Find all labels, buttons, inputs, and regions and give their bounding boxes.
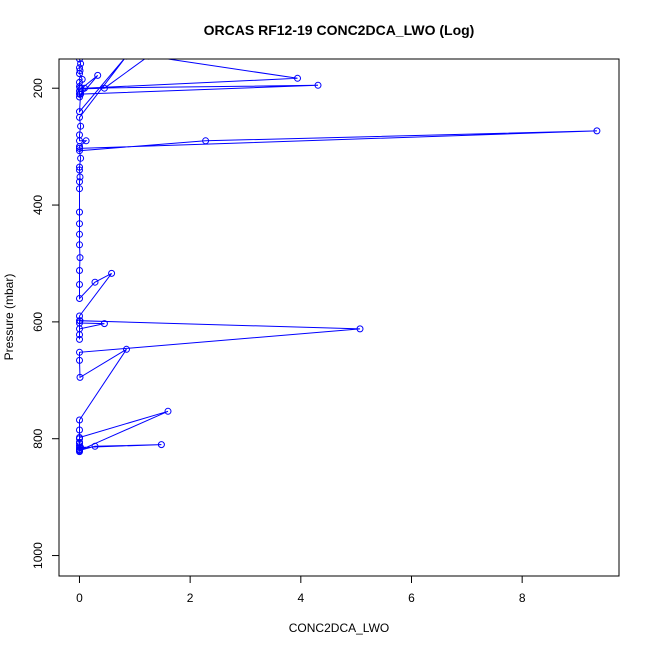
x-axis: 0 2 4 6 8: [76, 575, 526, 605]
data-point: [76, 373, 84, 381]
data-point: [314, 81, 322, 89]
y-tick-label: 800: [31, 428, 45, 448]
data-point: [76, 348, 83, 356]
data-point: [76, 144, 83, 152]
data-point: [77, 122, 85, 130]
y-tick-label: 400: [31, 195, 45, 215]
data-point: [76, 241, 83, 249]
data-point: [164, 407, 172, 415]
data-point: [294, 74, 301, 82]
x-tick-label: 6: [408, 591, 415, 605]
data-point: [76, 230, 83, 238]
data-point: [108, 269, 116, 277]
series-layer: [76, 59, 601, 456]
chart-title: ORCAS RF12-19 CONC2DCA_LWO (Log): [204, 22, 475, 38]
data-point: [356, 325, 364, 333]
data-point: [77, 85, 85, 93]
data-point: [202, 137, 210, 145]
data-point: [76, 147, 83, 155]
x-tick-label: 0: [76, 591, 83, 605]
data-point: [157, 441, 165, 449]
data-point: [76, 295, 83, 302]
data-point: [76, 356, 83, 364]
data-point: [76, 113, 83, 121]
data-point: [76, 335, 83, 343]
data-point: [76, 220, 83, 228]
data-point: [76, 163, 83, 171]
y-tick-label: 200: [31, 78, 45, 98]
data-point: [76, 317, 83, 325]
x-tick-label: 4: [297, 591, 304, 605]
data-point: [123, 345, 130, 353]
data-point: [100, 320, 108, 328]
data-point: [76, 331, 83, 339]
data-point: [76, 185, 83, 193]
y-axis-label: Pressure (mbar): [2, 274, 16, 361]
data-point: [76, 166, 83, 174]
data-point: [76, 254, 84, 262]
data-point: [82, 137, 90, 145]
data-point: [76, 173, 84, 181]
y-tick-label: 1000: [31, 542, 45, 569]
data-point: [76, 448, 83, 456]
data-point: [81, 84, 88, 92]
data-point: [76, 312, 83, 320]
x-tick-label: 2: [187, 591, 194, 605]
data-point: [76, 426, 83, 434]
data-point: [77, 60, 85, 68]
data-point: [94, 71, 102, 79]
data-point: [76, 281, 83, 288]
plot-area: [76, 59, 601, 456]
data-point: [76, 178, 83, 186]
data-point: [593, 127, 601, 135]
data-point: [91, 278, 99, 286]
y-tick-label: 600: [31, 312, 45, 332]
data-point: [91, 442, 99, 450]
data-point: [76, 416, 83, 424]
data-point: [76, 70, 83, 78]
data-point: [77, 154, 85, 162]
data-point: [77, 90, 85, 98]
x-axis-label: CONC2DCA_LWO: [289, 621, 389, 635]
data-point: [76, 208, 83, 216]
y-axis: 200 400 600 800 1000: [31, 78, 60, 569]
x-tick-label: 8: [519, 591, 526, 605]
data-point: [76, 59, 83, 63]
data-point: [76, 67, 84, 75]
data-point: [76, 267, 83, 274]
data-point: [100, 84, 108, 92]
